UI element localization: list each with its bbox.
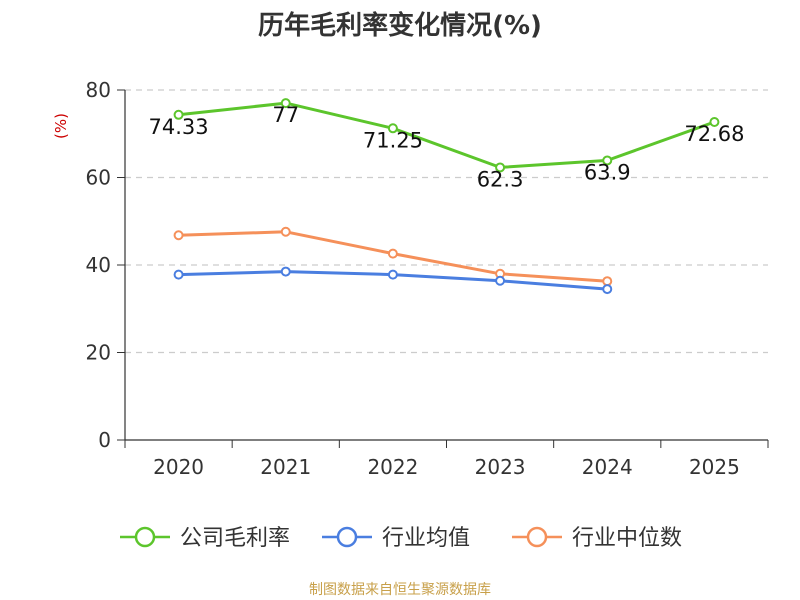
axes: 0 20 40 60 80 2020 2021 2022 2023 2024 2025 (86, 78, 769, 479)
data-point (387, 248, 398, 259)
data-point (495, 162, 506, 173)
legend-marker (336, 526, 358, 548)
data-point (387, 269, 398, 280)
x-tick-label: 2023 (475, 455, 526, 479)
y-tick-label: 40 (86, 253, 111, 277)
series-line-1 (178, 101, 715, 169)
series-layer (173, 98, 720, 295)
grid-lines (125, 89, 768, 354)
data-label: 77 (272, 103, 299, 127)
legend-label: 公司毛利率 (180, 526, 290, 551)
data-point (280, 266, 291, 277)
x-tick-label: 2021 (260, 455, 311, 479)
x-tick-label: 2020 (153, 455, 204, 479)
legend[interactable]: 公司毛利率 行业均值 行业中位数 (120, 526, 682, 551)
chart-title: 历年毛利率变化情况(%) (258, 10, 542, 41)
legend-item-1[interactable]: 公司毛利率 (120, 526, 290, 551)
y-tick-label: 80 (86, 78, 111, 102)
legend-item-3[interactable]: 行业中位数 (512, 526, 682, 551)
x-tick-label: 2024 (582, 455, 633, 479)
data-point (280, 98, 291, 109)
y-axis-unit: (%) (52, 113, 70, 139)
data-labels: 74.33 77 71.25 62.3 63.9 72.68 (149, 103, 745, 191)
legend-label: 行业中位数 (572, 526, 682, 551)
legend-label: 行业均值 (382, 526, 470, 551)
legend-marker (526, 526, 548, 548)
data-label: 74.33 (149, 115, 209, 139)
data-point (709, 117, 720, 128)
data-point (173, 230, 184, 241)
data-label: 63.9 (584, 160, 631, 184)
data-point (602, 276, 613, 287)
data-point (387, 123, 398, 134)
y-tick-label: 20 (86, 341, 111, 365)
x-tick-label: 2025 (689, 455, 740, 479)
data-point (602, 284, 613, 295)
data-label: 62.3 (477, 167, 524, 191)
legend-item-2[interactable]: 行业均值 (322, 526, 470, 551)
y-tick-label: 60 (86, 166, 111, 190)
data-label: 72.68 (684, 122, 744, 146)
data-point (173, 109, 184, 120)
data-point (495, 275, 506, 286)
legend-marker (134, 526, 156, 548)
data-point (602, 155, 613, 166)
x-tick-label: 2022 (367, 455, 418, 479)
data-label: 71.25 (363, 128, 423, 152)
data-point (173, 269, 184, 280)
data-point (280, 226, 291, 237)
y-tick-label: 0 (98, 428, 111, 452)
source-note: 制图数据来自恒生聚源数据库 (309, 582, 491, 598)
